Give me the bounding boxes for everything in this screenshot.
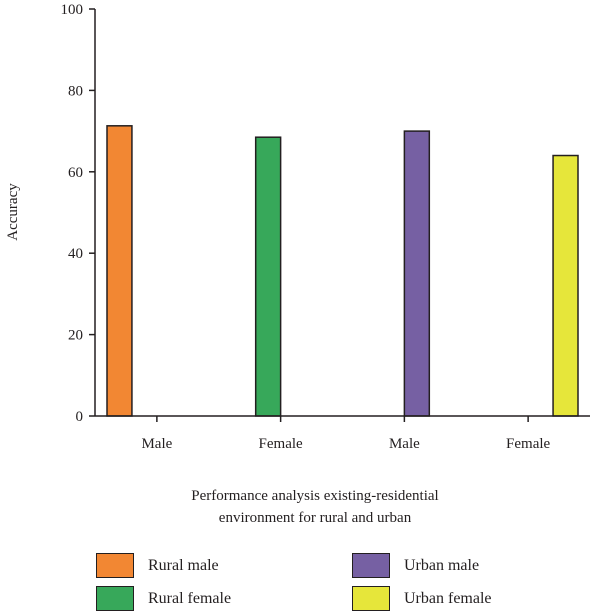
- x-axis-category-labels: Male Female Male Female: [141, 416, 551, 452]
- x-axis-title-line-1: Performance analysis existing-residentia…: [191, 488, 438, 504]
- x-axis-title-line-2: environment for rural and urban: [219, 510, 412, 526]
- y-tick-label: 20: [68, 328, 83, 344]
- y-tick-label: 40: [68, 246, 83, 262]
- bar-urban-male: [403, 130, 431, 417]
- bars: [106, 125, 579, 417]
- y-axis-title: Accuracy: [5, 183, 21, 241]
- y-tick-label: 60: [68, 165, 83, 181]
- x-category-label: Male: [141, 436, 172, 452]
- y-tick-label: 0: [76, 409, 84, 425]
- x-category-label: Female: [259, 436, 303, 452]
- x-category-label: Female: [506, 436, 550, 452]
- y-tick-label: 100: [61, 2, 84, 18]
- x-category-label: Male: [389, 436, 420, 452]
- y-axis-ticks: 0 20 40 60 80 100: [61, 2, 95, 425]
- y-tick-label: 80: [68, 83, 83, 99]
- bar-urban-female: [552, 154, 579, 417]
- bar-rural-male: [106, 125, 133, 417]
- bar-rural-female: [254, 136, 282, 417]
